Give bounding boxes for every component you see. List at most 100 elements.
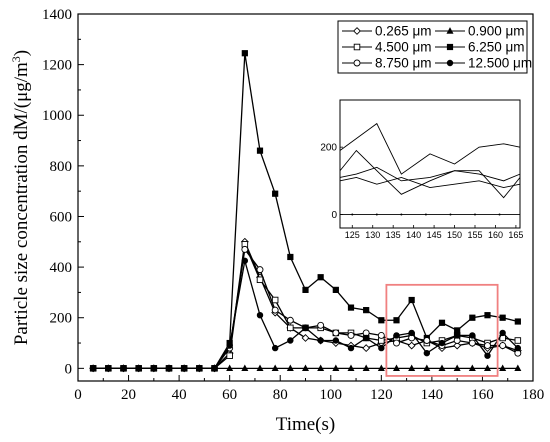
data-point [302,324,309,332]
y-tick-label: 800 [50,159,73,175]
data-point [423,349,431,357]
data-point [469,332,476,339]
legend-label: 6.250 μm [468,40,525,55]
data-point [165,365,173,372]
data-point [287,324,294,332]
legend-entry: 8.750 μm [342,56,432,71]
data-point [302,286,309,293]
x-tick-label: 100 [320,387,343,403]
data-point [150,365,158,372]
data-point [438,364,446,372]
inset-data-point [498,213,501,216]
data-point [377,364,385,372]
series-line [93,247,519,369]
inset-series-line [339,166,521,182]
inset-data-point [449,213,452,216]
legend-label: 8.750 μm [375,56,432,71]
y-tick-label: 400 [50,260,73,276]
data-point [256,311,264,319]
data-point [105,365,112,372]
x-tick-label: 80 [273,387,288,403]
x-tick-label: 20 [121,387,136,403]
y-axis-title-prefix: Particle size concentration dM/(μg/m [11,62,32,345]
data-point [438,339,446,347]
data-point [241,50,248,57]
data-point [469,314,476,321]
data-point [362,344,371,353]
data-point [377,331,385,339]
x-axis-title: Time(s) [276,414,335,435]
data-point [301,334,310,342]
y-axis-title-sup: 3 [9,56,23,62]
data-point [256,266,264,274]
data-point [347,364,355,372]
series-layer [89,50,522,373]
data-point [180,365,188,372]
data-point [408,296,415,304]
x-tick-label: 180 [522,387,545,403]
data-point [514,364,522,372]
x-tick-label: 120 [370,387,393,403]
data-point [483,364,492,372]
data-point [241,257,249,264]
data-point [484,312,491,319]
legend-entry: 12.500 μm [435,56,532,71]
inset-x-tick-label: 125 [345,230,360,240]
data-point [393,339,400,347]
data-point [378,317,385,324]
data-point [499,364,507,372]
inset-frame [339,99,521,229]
inset-x-tick-label: 145 [427,230,442,240]
x-tick-label: 60 [222,387,237,403]
data-point [362,334,370,342]
x-tick-label: 140 [421,387,444,403]
legend-swatch-marker [353,27,361,35]
data-point [453,341,462,350]
data-point [317,364,325,372]
data-point [287,253,294,261]
data-point [271,296,279,304]
data-point [514,337,522,344]
inset-x-tick-label: 160 [488,230,503,240]
data-point [499,342,507,350]
legend-entry: 4.500 μm [342,40,432,55]
data-point [256,147,264,154]
highlight-layer [385,283,499,377]
y-tick-label: 1200 [42,58,72,74]
inset-lines [339,122,521,216]
inset-series-line [339,149,521,199]
data-point [226,352,233,359]
data-point [226,342,233,349]
data-point [484,342,491,350]
data-point [286,364,294,372]
y-tick-label: 1400 [42,7,72,23]
plot-frame [77,13,534,382]
data-point [317,337,324,344]
series-line [93,239,519,369]
data-point [407,341,416,350]
data-point [135,365,142,372]
data-point [287,337,294,344]
x-tick-label: 160 [471,387,494,403]
legend-label: 0.265 μm [375,24,432,39]
data-point [271,344,279,352]
inset-x-tick-label: 135 [386,230,401,240]
data-point [272,190,279,197]
y-tick-labels: 0 200 400 600 800 1000 1200 1400 [42,7,72,377]
inset-x-tick-label: 150 [447,230,462,240]
series-3 [89,241,522,372]
inset-y-tick-label: 0 [331,210,337,221]
data-point [453,332,461,339]
inset-series-line [339,177,521,189]
data-point [378,344,385,352]
legend-swatch-marker [353,43,361,51]
inset-data-point [400,213,403,216]
data-point [256,364,264,372]
data-point [514,344,522,352]
data-point [332,337,340,344]
data-point [347,331,355,339]
data-point [286,316,294,324]
data-point [226,364,234,372]
data-point [392,364,401,372]
